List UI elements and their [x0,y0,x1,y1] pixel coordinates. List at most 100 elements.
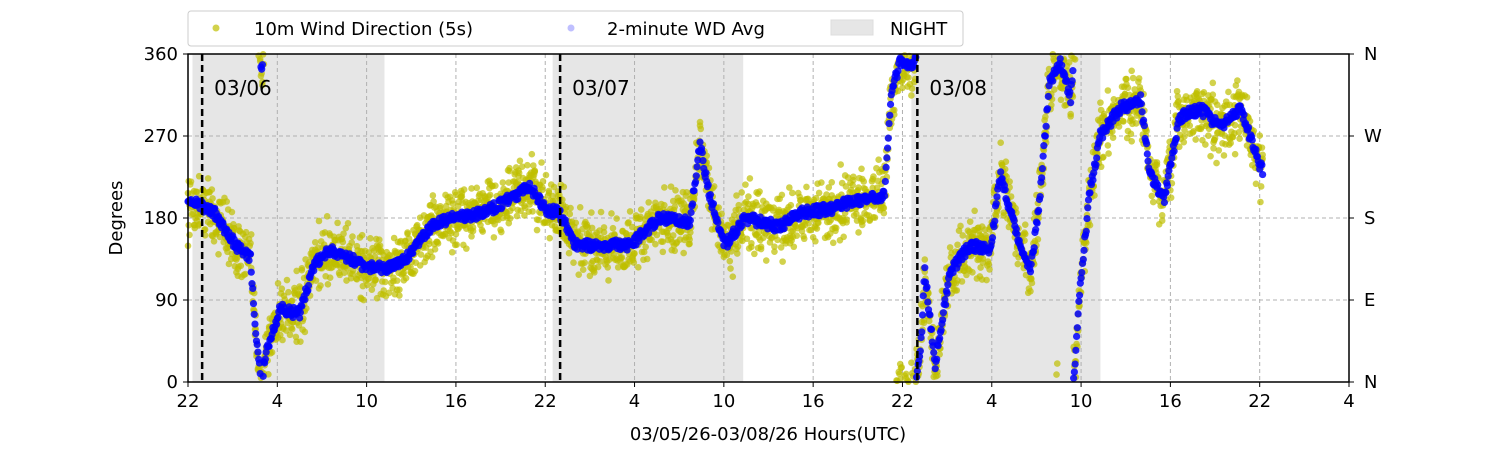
wd-avg-point [1070,374,1078,382]
wind-direction-point [344,219,352,227]
wind-direction-point [977,264,984,271]
wind-direction-point [1227,139,1234,147]
wd-avg-point [934,342,942,350]
wd-avg-point [883,154,891,162]
wind-direction-point [463,245,470,252]
wd-avg-point [298,302,306,310]
wd-avg-point [997,168,1005,176]
wd-avg-point [1248,136,1256,144]
wd-avg-point [1040,142,1048,150]
wind-direction-point [723,251,731,259]
wind-direction-point [908,85,916,92]
wind-direction-point [762,257,770,264]
wind-direction-point [800,235,808,243]
wind-direction-point [710,183,718,190]
wd-avg-point [704,181,712,189]
wd-avg-point [1259,170,1267,179]
wind-direction-point [793,232,801,239]
wd-avg-point [1074,310,1082,318]
wd-avg-point [939,309,947,317]
wind-direction-point [1211,134,1219,142]
wind-direction-point [1186,122,1194,129]
wind-direction-point [542,171,550,179]
wind-direction-point [1234,77,1241,84]
wind-direction-point [818,179,825,186]
legend-label-wd-avg: 2-minute WD Avg [607,19,765,40]
wind-direction-point [276,331,284,339]
wd-avg-point [245,256,253,265]
wind-direction-point [1192,136,1199,143]
wind-direction-point [499,179,507,186]
wind-direction-point [1104,87,1112,94]
wind-direction-point [959,232,967,239]
wd-avg-point [1092,161,1100,169]
wind-direction-point [348,239,356,246]
wind-direction-point [786,184,793,191]
wind-direction-point [733,192,740,199]
wind-direction-point [653,231,661,239]
wind-direction-point [1131,86,1138,93]
wind-direction-point [1158,212,1166,219]
y2-tick-label: N [1364,372,1377,393]
wd-avg-point [1084,204,1092,212]
wind-direction-point [748,239,755,247]
wind-direction-point [1173,87,1181,95]
wd-avg-point [918,311,927,319]
wd-avg-point [1033,219,1041,227]
wd-avg-point [645,229,653,237]
wd-avg-point [1077,274,1085,282]
wind-direction-point [1181,126,1188,134]
day-label: 03/08 [929,76,987,100]
legend-marker-night [830,19,874,36]
wd-avg-point [1167,160,1175,168]
wind-direction-point [375,236,383,243]
wind-direction-point [204,175,212,182]
wind-direction-point [1148,192,1156,200]
wd-avg-point [1049,77,1057,85]
wind-direction-point [1132,120,1140,127]
wd-avg-point [993,193,1001,201]
wd-avg-point [1083,214,1091,223]
wd-avg-point [1070,368,1078,376]
wd-avg-point [237,241,245,250]
wd-avg-point [1139,116,1148,124]
wind-direction-point [579,266,587,273]
wind-direction-point [659,248,667,256]
wind-direction-point [986,266,993,273]
wd-avg-point [246,250,255,258]
wind-direction-point [594,263,602,271]
wind-direction-point [586,272,594,280]
wind-direction-point [326,274,334,281]
wind-direction-point [1109,134,1117,142]
wind-direction-point [513,212,521,220]
wd-avg-point [693,163,701,171]
wd-avg-point [931,365,939,373]
wind-direction-point [1243,93,1251,101]
wind-direction-point [278,285,286,293]
wind-direction-point [860,178,868,185]
wind-direction-point [729,273,737,280]
wind-direction-point [1105,150,1112,157]
wind-direction-point [597,258,604,265]
wd-avg-point [918,328,926,336]
wind-direction-point [1014,260,1022,268]
wind-direction-point [256,55,264,63]
wd-avg-point [687,208,695,217]
wind-direction-point [576,204,584,211]
wd-avg-point [1010,216,1018,225]
wind-direction-point [428,253,436,261]
wd-avg-point [1071,360,1079,368]
wind-direction-point [853,210,860,218]
x-tick-label: 10 [355,391,378,412]
wd-avg-point [883,144,892,152]
wind-direction-point [301,328,309,336]
wind-direction-point [1120,118,1127,125]
wind-direction-point [614,264,622,271]
wd-avg-point [274,313,282,322]
wd-avg-point [1154,181,1162,189]
wind-direction-point [672,187,679,194]
wind-direction-point [215,250,222,258]
wind-direction-point [738,189,746,196]
wind-direction-point [372,276,379,283]
